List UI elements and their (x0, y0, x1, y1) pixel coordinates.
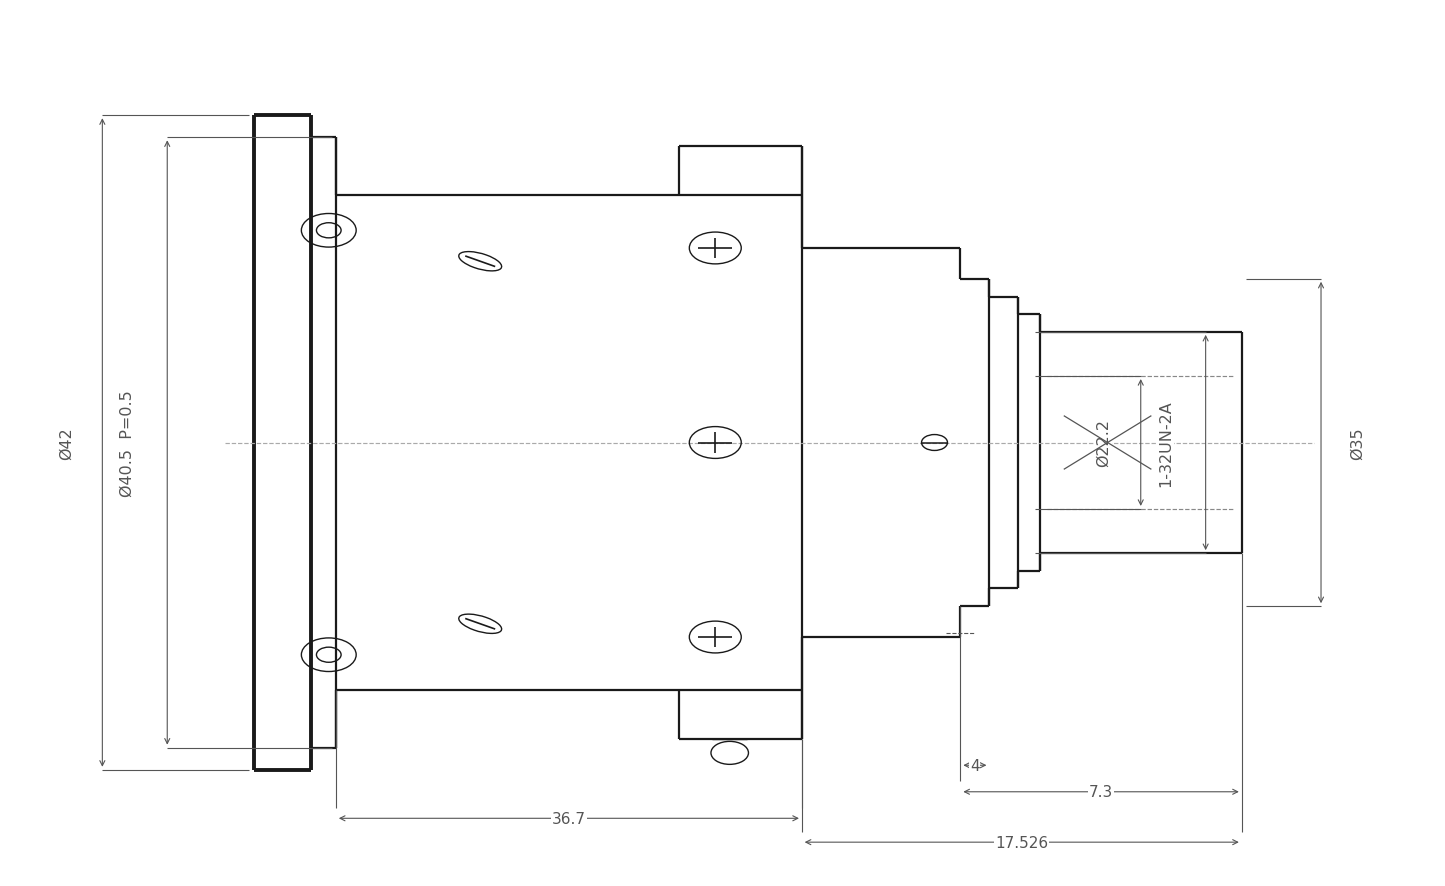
Text: 7.3: 7.3 (1090, 784, 1113, 799)
Text: Ø42: Ø42 (59, 427, 74, 459)
Text: 36.7: 36.7 (552, 811, 585, 826)
Text: Ø22.2: Ø22.2 (1095, 419, 1111, 467)
Text: 17.526: 17.526 (996, 835, 1048, 850)
Text: 1-32UN-2A: 1-32UN-2A (1157, 400, 1173, 486)
Text: Ø40.5  P=0.5: Ø40.5 P=0.5 (120, 390, 134, 496)
Text: Ø35: Ø35 (1350, 427, 1364, 459)
Text: 4: 4 (970, 758, 980, 773)
